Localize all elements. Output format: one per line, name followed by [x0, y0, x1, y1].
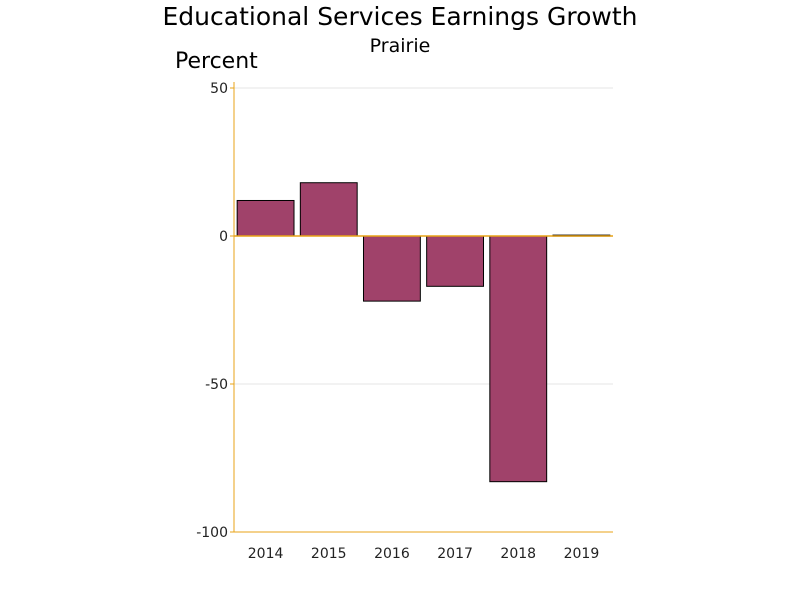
chart-subtitle: Prairie: [370, 35, 431, 57]
x-tick-label: 2019: [564, 546, 600, 562]
y-tick-label: -100: [196, 525, 228, 541]
gridlines: [234, 87, 613, 385]
bar-2016: [362, 235, 421, 302]
x-tick-label: 2018: [500, 546, 536, 562]
chart-title: Educational Services Earnings Growth: [163, 2, 638, 31]
x-tick-label: 2017: [437, 546, 473, 562]
axes: [230, 82, 613, 533]
y-axis-label: Percent: [175, 49, 258, 74]
bar-2014: [236, 199, 295, 237]
bar-2018: [489, 235, 548, 483]
bars: [236, 182, 611, 483]
bar-2015: [299, 182, 358, 237]
y-tick-label: -50: [205, 377, 228, 393]
y-tick-labels: 50 0 -50 -100: [196, 81, 228, 541]
bar-2017: [426, 235, 485, 287]
x-tick-labels: 2014 2015 2016 2017 2018 2019: [248, 546, 599, 562]
y-tick-label: 0: [219, 229, 228, 245]
x-tick-label: 2014: [248, 546, 284, 562]
x-tick-label: 2016: [374, 546, 410, 562]
x-tick-label: 2015: [311, 546, 347, 562]
y-tick-label: 50: [210, 81, 228, 97]
